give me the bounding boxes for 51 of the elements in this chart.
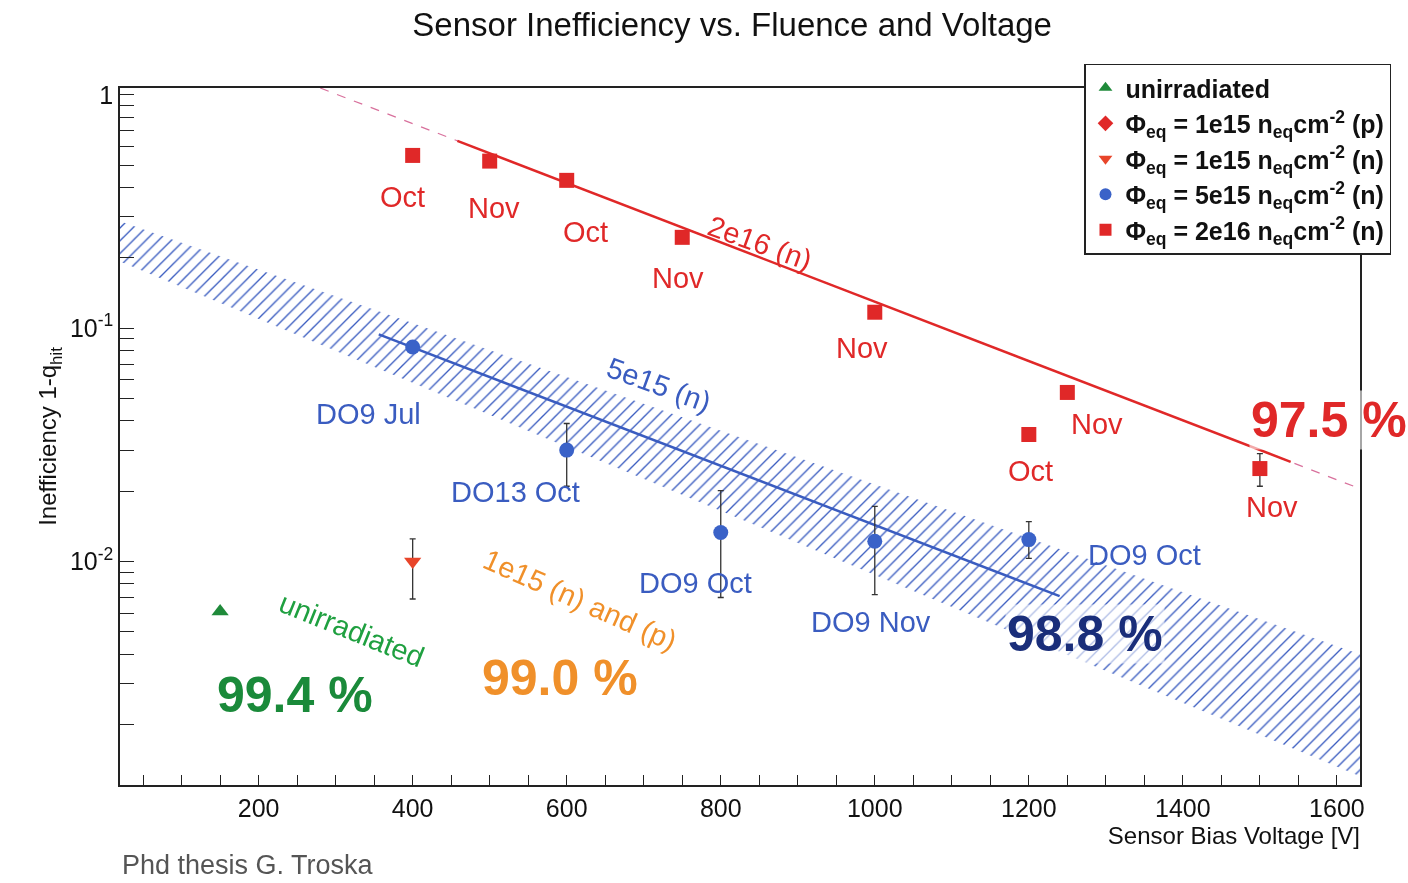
legend-label: Φ$_{eq}$ = 1e15 n$_{eq}$cm$^{-2}$ (n) <box>1125 142 1384 178</box>
x-tick-label: 1200 <box>1001 793 1057 822</box>
x-axis-title: Sensor Bias Voltage [V] <box>1107 821 1360 849</box>
legend-label: Φ$_{eq}$ = 2e16 n$_{eq}$cm$^{-2}$ (n) <box>1125 213 1384 249</box>
annotation: Oct <box>380 181 426 213</box>
point <box>1059 384 1075 400</box>
annotation: Nov <box>1071 408 1124 440</box>
annotation: DO13 Oct <box>451 476 580 508</box>
annotation: 98.8 % <box>1007 606 1163 662</box>
annotation: 5e15 (n) <box>602 351 716 419</box>
legend-label: unirradiated <box>1125 74 1270 103</box>
x-tick-label: 1600 <box>1309 793 1365 822</box>
x-tick-label: 800 <box>699 793 742 822</box>
legend-label: Φ$_{eq}$ = 1e15 n$_{eq}$cm$^{-2}$ (p) <box>1125 106 1384 143</box>
point <box>405 339 421 355</box>
x-tick-label: 600 <box>545 793 588 822</box>
annotation: DO9 Jul <box>316 398 421 430</box>
y-tick-label: 1 <box>99 80 114 109</box>
annotation: Nov <box>652 262 705 294</box>
annotation: Nov <box>1246 491 1299 523</box>
point <box>559 442 575 458</box>
x-tick-label: 1000 <box>846 793 903 822</box>
annotation: 2e16 (n) <box>703 209 817 277</box>
point <box>211 603 229 616</box>
annotation: Oct <box>563 216 609 248</box>
annotation: 99.4 % <box>217 667 373 723</box>
point <box>1021 532 1037 548</box>
point <box>1252 461 1268 477</box>
annotation: DO9 Oct <box>1088 539 1201 571</box>
point <box>559 172 575 188</box>
annotation: DO9 Nov <box>811 606 931 638</box>
annotation: 99.0 % <box>482 650 638 706</box>
annotation: Nov <box>836 332 889 364</box>
point <box>713 525 729 540</box>
legend-label: Φ$_{eq}$ = 5e15 n$_{eq}$cm$^{-2}$ (n) <box>1125 177 1384 214</box>
point <box>482 153 498 169</box>
text: Phd thesis G. Troska <box>122 850 374 880</box>
annotation: Oct <box>1008 455 1054 487</box>
x-tick-label: 400 <box>391 793 434 822</box>
annotation: Nov <box>468 192 521 224</box>
y-tick-label: 10$^{-1}$ <box>69 310 114 342</box>
x-tick-label: 200 <box>237 793 280 822</box>
point <box>674 229 690 245</box>
annotation: 97.5 % <box>1251 392 1407 448</box>
point <box>1021 426 1037 442</box>
x-tick-label: 1400 <box>1155 793 1211 822</box>
chart-title: Sensor Inefficiency vs. Fluence and Voltage <box>412 6 1052 44</box>
point <box>867 304 883 320</box>
point <box>405 147 421 163</box>
point <box>867 533 883 549</box>
y-tick-label: 10$^{-2}$ <box>69 543 114 576</box>
